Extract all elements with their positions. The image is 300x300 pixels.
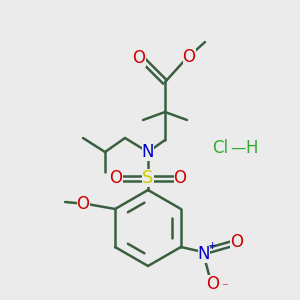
Text: O: O [76,195,90,213]
Text: —: — [230,140,246,155]
Text: O: O [133,49,146,67]
Text: O: O [173,169,187,187]
Text: ⁻: ⁻ [222,281,228,295]
Text: O: O [230,233,243,251]
Text: H: H [246,139,258,157]
Text: N: N [142,143,154,161]
Text: S: S [142,169,154,187]
Text: O: O [182,48,196,66]
Text: O: O [206,275,219,293]
Text: +: + [208,241,218,251]
Text: O: O [110,169,122,187]
Text: N: N [198,245,210,263]
Text: Cl: Cl [212,139,228,157]
